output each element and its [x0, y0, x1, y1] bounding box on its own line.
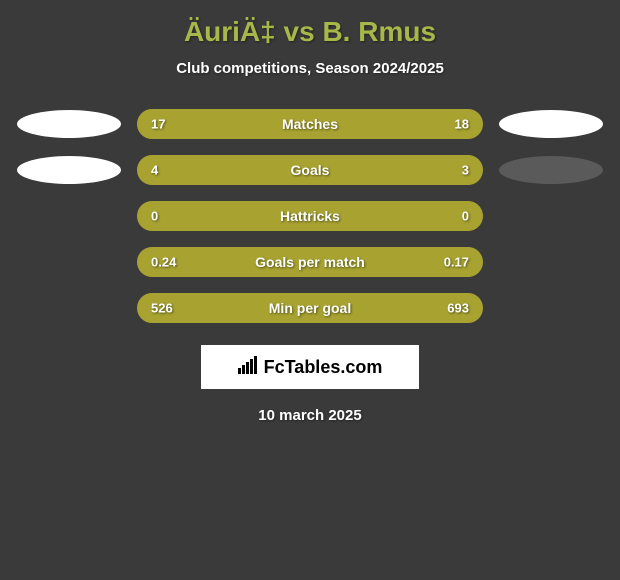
bar-chart-icon [238, 356, 260, 379]
left-ellipse [17, 110, 121, 138]
stat-label: Hattricks [280, 208, 340, 224]
left-spacer [17, 202, 121, 230]
comparison-container: ÄuriÄ‡ vs B. Rmus Club competitions, Sea… [0, 0, 620, 434]
stat-row: 526 Min per goal 693 [0, 293, 620, 323]
stat-left-value: 0 [151, 209, 158, 224]
stat-bar: 0.24 Goals per match 0.17 [137, 247, 483, 277]
left-spacer [17, 294, 121, 322]
stat-label: Goals per match [255, 254, 365, 270]
logo-label: FcTables.com [264, 357, 383, 378]
stat-right-value: 693 [447, 301, 469, 316]
bar-right-fill [335, 155, 483, 185]
logo-box[interactable]: FcTables.com [201, 345, 419, 389]
stat-label: Goals [291, 162, 330, 178]
stat-right-value: 0 [462, 209, 469, 224]
right-spacer [499, 202, 603, 230]
logo-text: FcTables.com [238, 356, 383, 379]
stat-row: 0.24 Goals per match 0.17 [0, 247, 620, 277]
stat-bar: 0 Hattricks 0 [137, 201, 483, 231]
right-ellipse [499, 156, 603, 184]
date-label: 10 march 2025 [0, 407, 620, 424]
stat-right-value: 0.17 [444, 255, 469, 270]
stat-left-value: 0.24 [151, 255, 176, 270]
right-ellipse [499, 110, 603, 138]
stat-left-value: 17 [151, 117, 165, 132]
stat-bar: 4 Goals 3 [137, 155, 483, 185]
stat-bar: 17 Matches 18 [137, 109, 483, 139]
left-spacer [17, 248, 121, 276]
stat-label: Matches [282, 116, 338, 132]
stat-right-value: 18 [455, 117, 469, 132]
page-title: ÄuriÄ‡ vs B. Rmus [0, 16, 620, 48]
stat-label: Min per goal [269, 300, 351, 316]
stat-bar: 526 Min per goal 693 [137, 293, 483, 323]
stat-left-value: 4 [151, 163, 158, 178]
right-spacer [499, 294, 603, 322]
stat-row: 17 Matches 18 [0, 109, 620, 139]
page-subtitle: Club competitions, Season 2024/2025 [0, 60, 620, 77]
stats-area: 17 Matches 18 4 Goals 3 0 Hattricks 0 0.24 Goals p… [0, 109, 620, 323]
stat-right-value: 3 [462, 163, 469, 178]
right-spacer [499, 248, 603, 276]
stat-row: 0 Hattricks 0 [0, 201, 620, 231]
stat-row: 4 Goals 3 [0, 155, 620, 185]
stat-left-value: 526 [151, 301, 173, 316]
left-ellipse [17, 156, 121, 184]
